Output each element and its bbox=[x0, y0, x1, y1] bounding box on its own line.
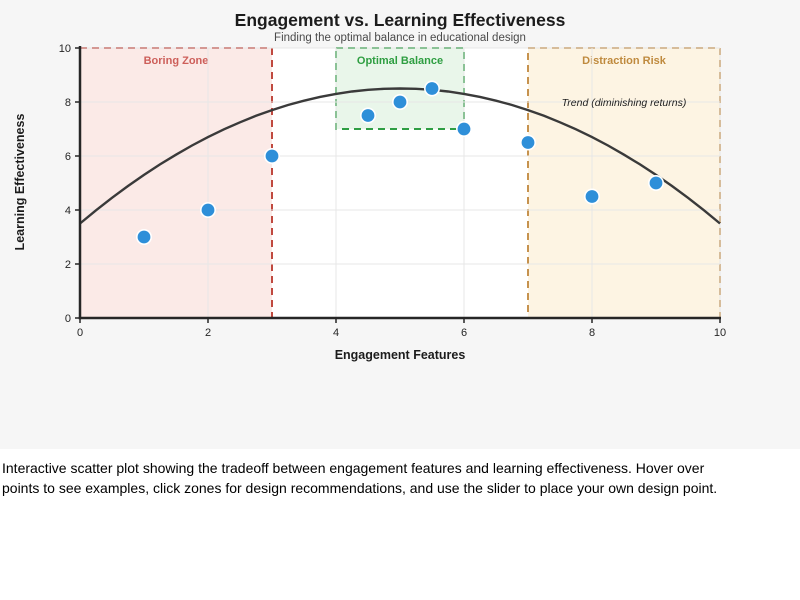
trend-layer bbox=[79, 87, 721, 225]
x-tick-label: 6 bbox=[461, 327, 467, 339]
y-axis-label: Learning Effectiveness bbox=[13, 113, 27, 251]
scatter-point[interactable] bbox=[455, 121, 472, 138]
x-tick-label: 2 bbox=[205, 327, 211, 339]
scatter-point[interactable] bbox=[136, 229, 153, 246]
y-tick-label: 0 bbox=[65, 313, 71, 325]
scatter-point[interactable] bbox=[423, 80, 440, 97]
axes-layer: 0 2 4 6 8 10 0 2 4 6 8 10 bbox=[59, 43, 726, 339]
trend-line bbox=[79, 87, 721, 225]
figure-caption: Interactive scatter plot showing the tra… bbox=[2, 460, 718, 496]
chart-title: Engagement vs. Learning Effectiveness bbox=[234, 10, 566, 30]
scatter-point[interactable] bbox=[359, 107, 376, 124]
zone-region-boring-zone[interactable] bbox=[79, 47, 273, 319]
y-tick-label: 2 bbox=[65, 259, 71, 271]
y-tick-label: 6 bbox=[65, 151, 71, 163]
zone-region-distraction-risk[interactable] bbox=[527, 47, 721, 319]
x-tick-label: 4 bbox=[333, 327, 339, 339]
y-tick-label: 8 bbox=[65, 97, 71, 109]
scatter-point[interactable] bbox=[391, 94, 408, 111]
scatter-point[interactable] bbox=[200, 202, 217, 219]
scatter-point[interactable] bbox=[519, 134, 536, 151]
chart-figure: Engagement vs. Learning Effectiveness Fi… bbox=[13, 10, 727, 362]
zone-label-boring-zone: Boring Zone bbox=[144, 55, 209, 67]
y-tick-label: 10 bbox=[59, 43, 71, 55]
x-axis-label: Engagement Features bbox=[334, 348, 466, 362]
y-tick-label: 4 bbox=[65, 205, 71, 217]
scatter-plot: Boring Zone Optimal Balance Distraction Ri… bbox=[59, 43, 726, 339]
scatter-point[interactable] bbox=[647, 175, 664, 192]
points-layer bbox=[136, 80, 664, 246]
zone-label-optimal-balance: Optimal Balance bbox=[357, 55, 443, 67]
x-tick-label: 8 bbox=[589, 327, 595, 339]
x-tick-label: 10 bbox=[714, 327, 726, 339]
chart-subtitle: Finding the optimal balance in education… bbox=[274, 32, 526, 44]
zone-label-distraction-risk: Distraction Risk bbox=[582, 55, 667, 67]
scatter-point[interactable] bbox=[583, 188, 600, 205]
annotations-layer: Trend (diminishing returns) bbox=[562, 97, 687, 109]
x-tick-label: 0 bbox=[77, 327, 83, 339]
scatter-point[interactable] bbox=[263, 148, 280, 165]
trend-label: Trend (diminishing returns) bbox=[562, 97, 687, 109]
